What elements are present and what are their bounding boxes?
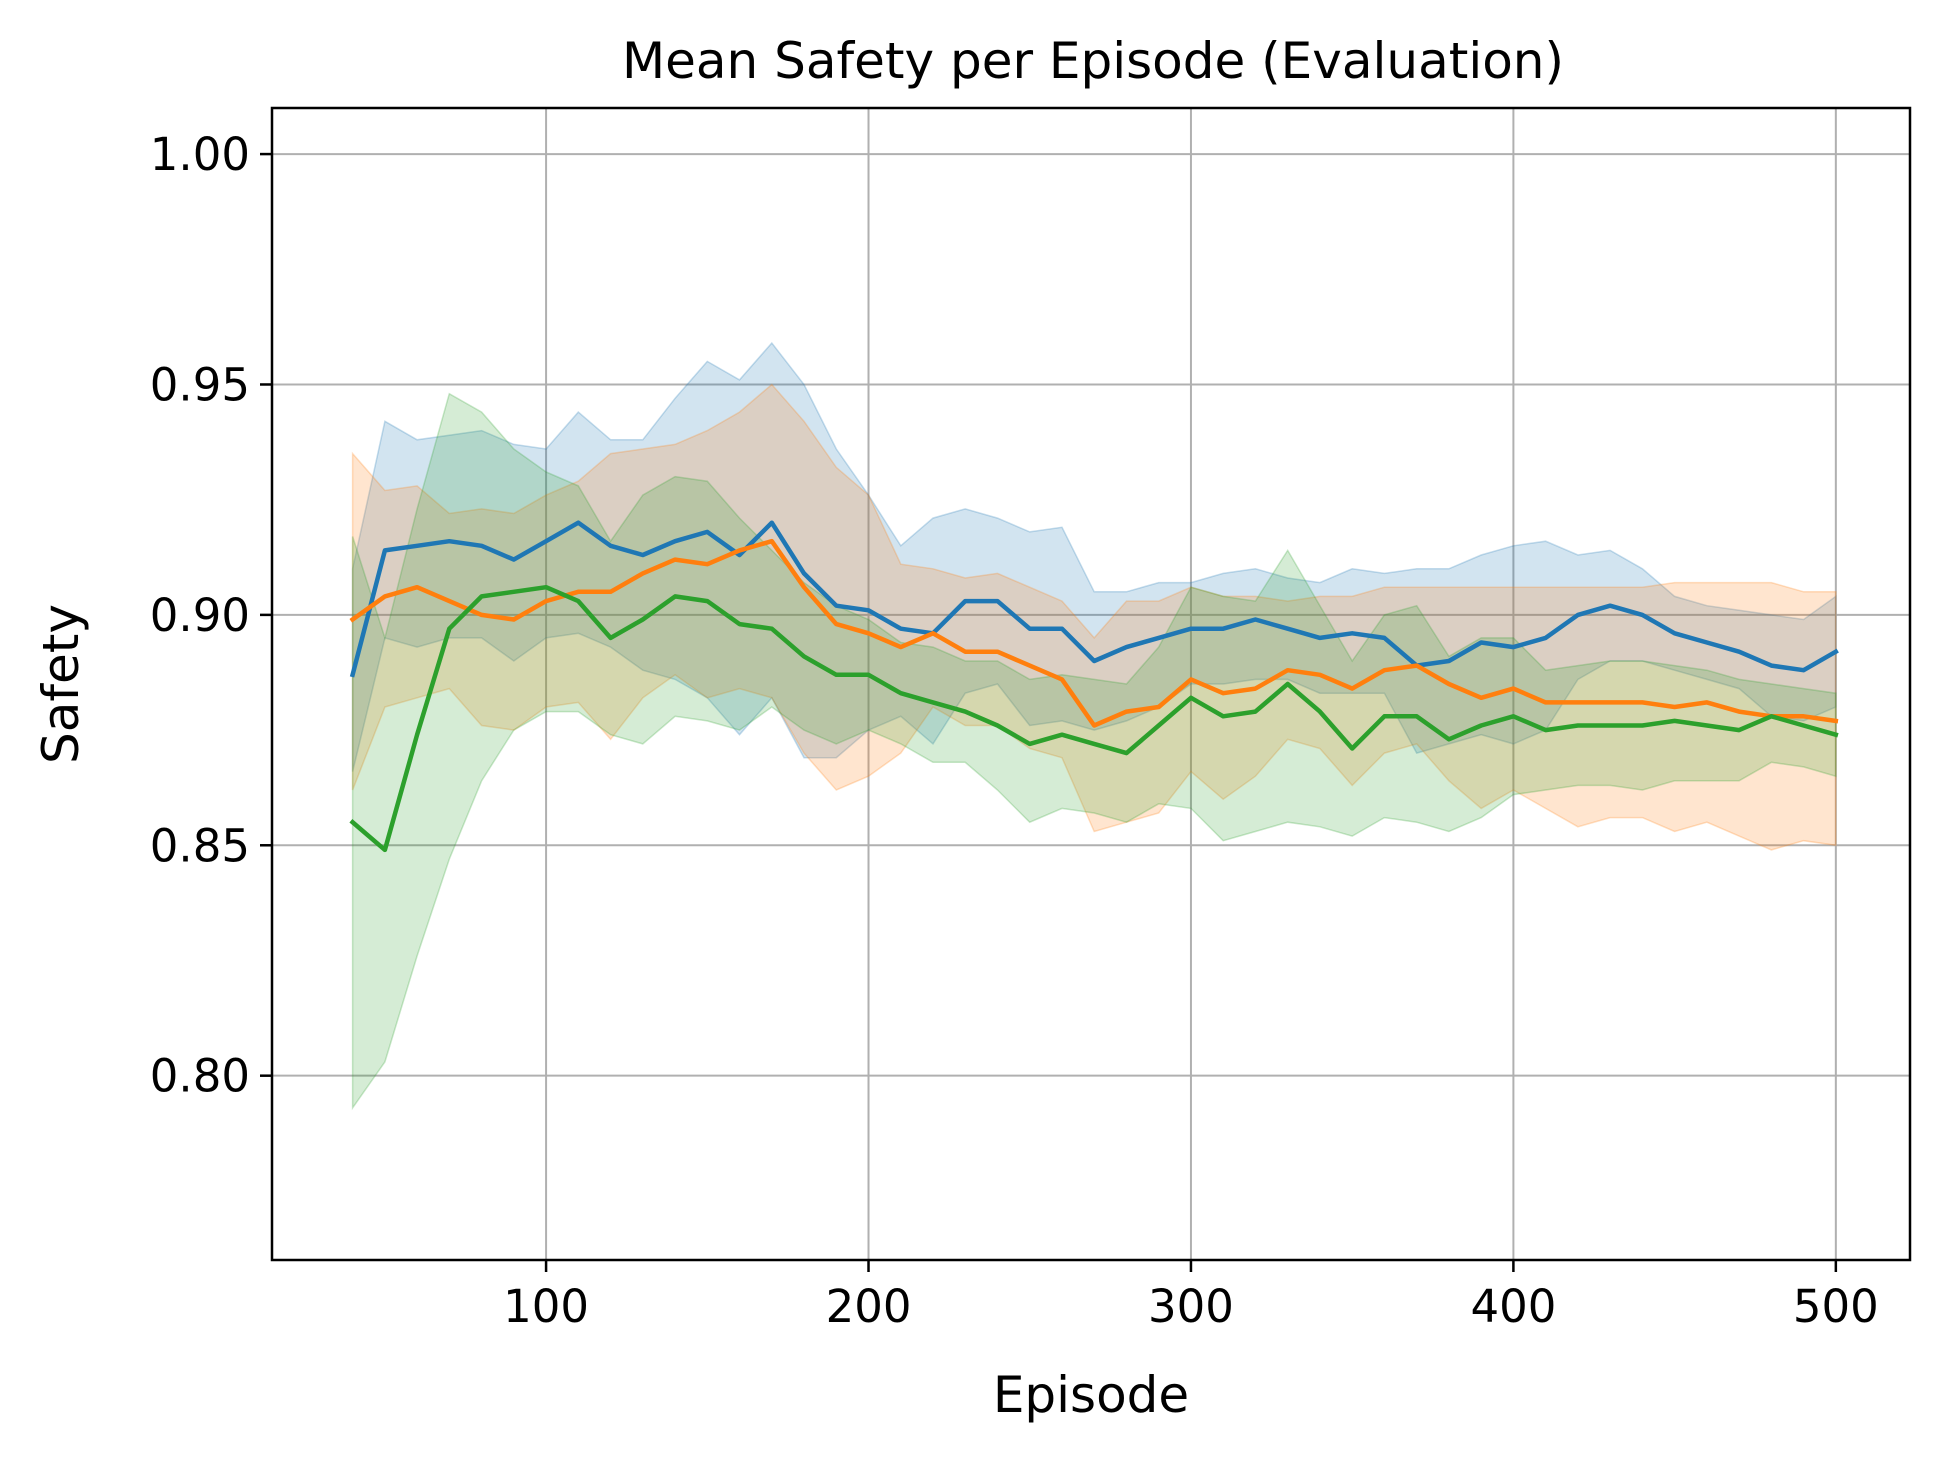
plot-frame <box>270 106 1912 1262</box>
y-tick-label: 0.80 <box>150 1050 250 1103</box>
series-lines <box>349 520 1839 853</box>
y-tick-label: 0.90 <box>150 589 250 642</box>
x-axis-label: Episode <box>993 1366 1189 1424</box>
axis-ticks: 100 200 300 400 500 0.80 0.85 0.90 0.95 1.00 <box>150 128 1879 1333</box>
chart-title: Mean Safety per Episode (Evaluation) <box>622 32 1564 90</box>
grid <box>272 108 1910 1260</box>
x-tick-label: 200 <box>826 1280 912 1333</box>
line-green <box>349 584 1839 853</box>
y-tick-label: 0.85 <box>150 819 250 872</box>
x-tick-label: 400 <box>1470 1280 1556 1333</box>
y-tick-label: 0.95 <box>150 358 250 411</box>
line-blue <box>349 520 1839 678</box>
band-green <box>351 392 1837 1111</box>
y-axis-label: Safety <box>32 604 90 764</box>
line-orange <box>349 538 1839 728</box>
x-tick-label: 100 <box>503 1280 589 1333</box>
x-tick-label: 500 <box>1793 1280 1879 1333</box>
x-tick-label: 300 <box>1148 1280 1234 1333</box>
y-tick-label: 1.00 <box>150 128 250 181</box>
band-blue <box>351 341 1837 772</box>
